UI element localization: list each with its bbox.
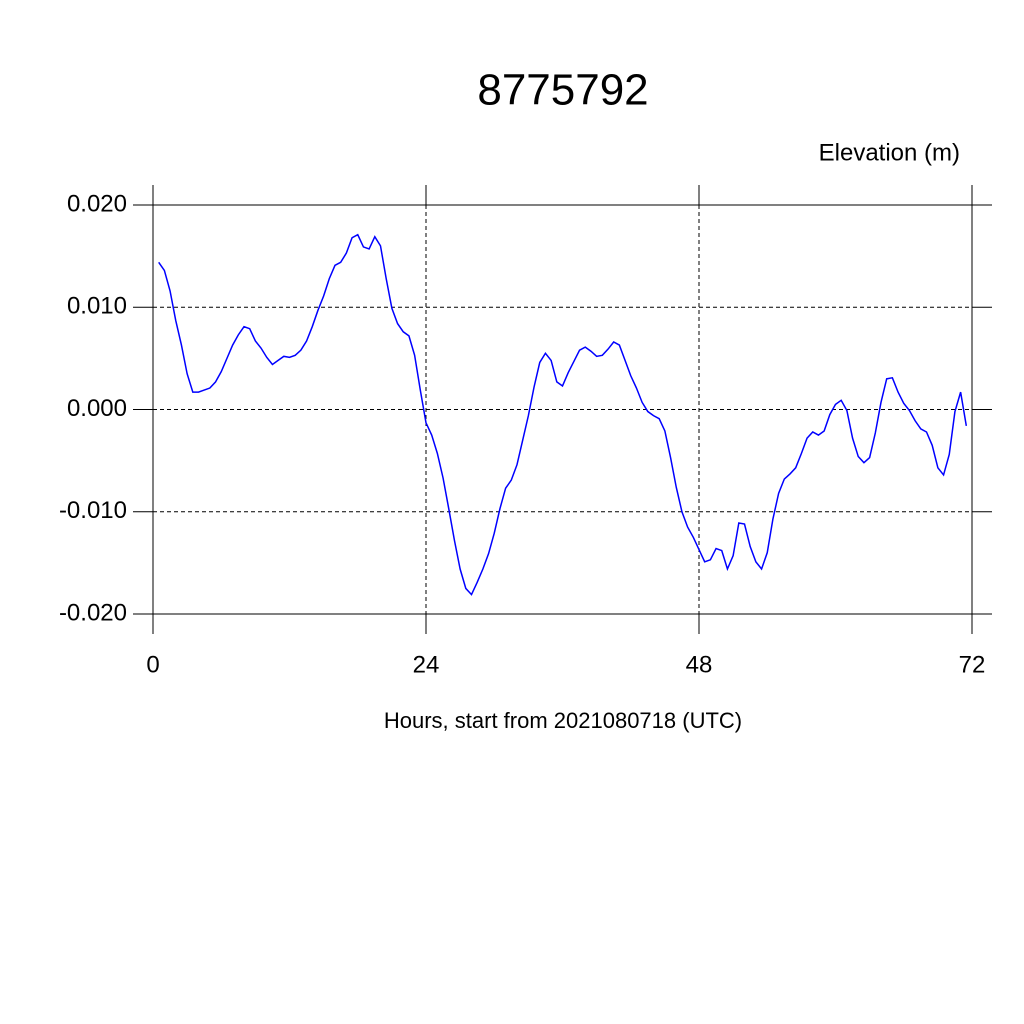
x-tick-label: 24 xyxy=(413,651,440,678)
y-tick-label: -0.010 xyxy=(59,497,127,524)
y-tick-label: 0.000 xyxy=(67,395,127,422)
data-line xyxy=(158,233,968,596)
x-axis-label: Hours, start from 2021080718 (UTC) xyxy=(384,708,742,733)
x-tick-label: 72 xyxy=(959,651,986,678)
chart-title: 8775792 xyxy=(477,66,648,115)
y-tick-label: 0.010 xyxy=(67,293,127,320)
x-tick-label: 48 xyxy=(686,651,713,678)
plot-frame xyxy=(152,204,973,615)
y-tick-label: 0.020 xyxy=(67,190,127,217)
y-tick-label: -0.020 xyxy=(59,599,127,626)
x-tick-label: 0 xyxy=(146,651,159,678)
subtitle: Elevation (m) xyxy=(819,139,960,166)
